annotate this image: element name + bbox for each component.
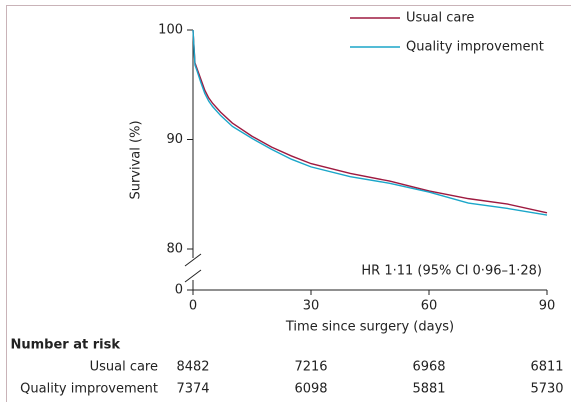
x-tick-label: 90 (539, 299, 556, 314)
y-tick-label: 0 (175, 283, 183, 298)
survival-curve (192, 29, 548, 216)
risk-value: 7216 (294, 360, 327, 375)
x-tick-label: 30 (303, 299, 320, 314)
y-tick-label: 100 (158, 23, 183, 38)
survival-curve (192, 29, 548, 214)
x-tick-label: 0 (189, 299, 197, 314)
risk-value: 7374 (176, 382, 209, 397)
risk-value: 8482 (176, 360, 209, 375)
legend-label: Usual care (406, 11, 474, 26)
x-tick-label: 60 (421, 299, 438, 314)
risk-table-title: Number at risk (10, 338, 120, 353)
axis-break (184, 253, 202, 267)
frame (6, 5, 571, 402)
legend-label: Quality improvement (406, 40, 544, 55)
y-tick-label: 90 (166, 132, 183, 147)
y-axis-label: Survival (%) (129, 120, 144, 199)
y-tick-label: 80 (166, 242, 183, 257)
risk-value: 5881 (412, 382, 445, 397)
risk-value: 6811 (530, 360, 563, 375)
risk-value: 6098 (294, 382, 327, 397)
axis-break (184, 269, 202, 283)
x-axis-label: Time since surgery (days) (285, 320, 454, 335)
risk-value: 5730 (530, 382, 563, 397)
risk-row-label: Quality improvement (20, 382, 158, 397)
risk-row-label: Usual care (90, 360, 158, 375)
risk-value: 6968 (412, 360, 445, 375)
annotation: HR 1·11 (95% CI 0·96–1·28) (361, 264, 542, 279)
